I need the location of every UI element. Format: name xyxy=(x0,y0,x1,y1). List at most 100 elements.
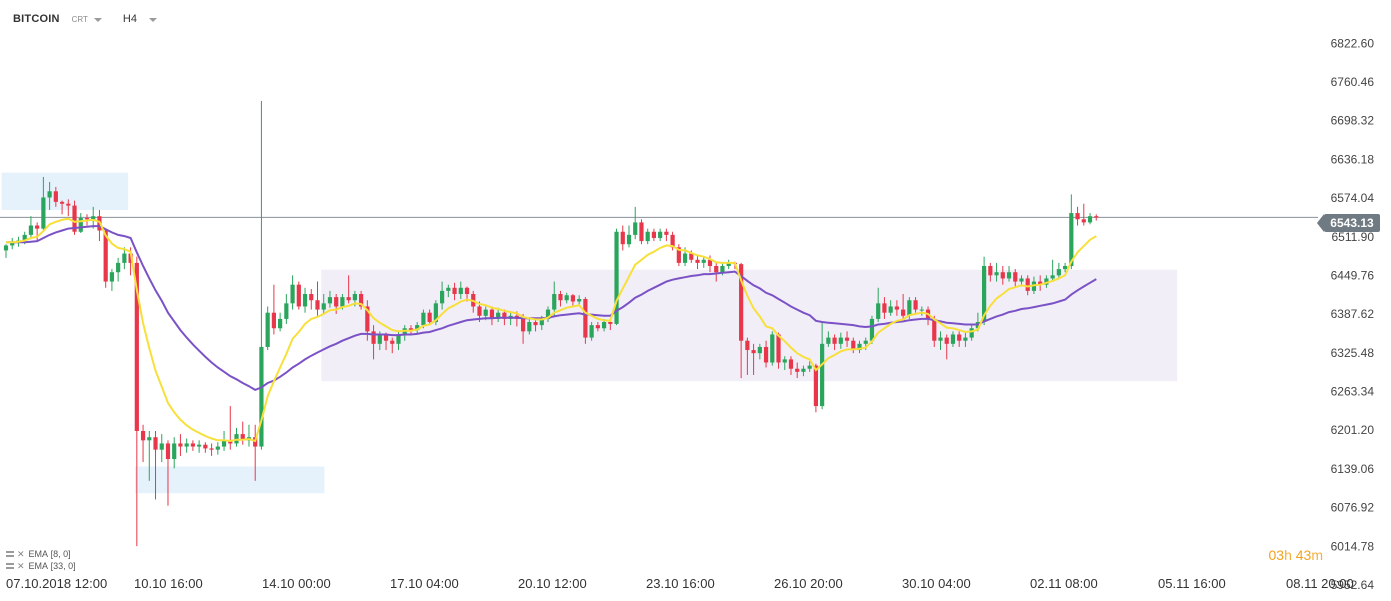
candle xyxy=(901,294,906,323)
legend-item-ema-slow[interactable]: ✕ EMA [33, 0] xyxy=(6,560,76,572)
legend-params: [8, 0] xyxy=(50,549,71,559)
candle-body xyxy=(982,265,987,323)
candle xyxy=(28,216,34,240)
candle-body xyxy=(745,340,750,351)
candle xyxy=(844,331,850,347)
x-tick-label: 08.11 20:00 xyxy=(1286,576,1354,591)
candle xyxy=(1069,194,1074,270)
candle xyxy=(278,312,283,332)
candle xyxy=(458,281,463,299)
timeframe-dropdown[interactable]: H4 xyxy=(102,13,157,25)
candle-body xyxy=(53,191,58,202)
candle xyxy=(1050,259,1055,282)
candle-body xyxy=(944,337,949,344)
candle xyxy=(271,284,276,335)
settings-icon[interactable] xyxy=(6,551,14,557)
candle-body xyxy=(147,437,152,441)
candle xyxy=(533,318,538,332)
candle-body xyxy=(782,359,787,363)
candle xyxy=(894,300,899,316)
candle-body xyxy=(109,272,115,282)
candle xyxy=(190,440,195,451)
candle xyxy=(1013,269,1018,288)
candle xyxy=(938,331,943,351)
candle xyxy=(390,337,395,354)
candle xyxy=(714,262,719,282)
candle-body xyxy=(440,290,445,304)
candle xyxy=(290,275,295,310)
candle xyxy=(446,284,451,298)
candle-body xyxy=(714,265,719,273)
candle xyxy=(134,256,139,547)
candle xyxy=(776,332,781,369)
symbol-name: BITCOIN xyxy=(13,13,60,25)
candle-body xyxy=(838,337,843,344)
candle xyxy=(284,294,289,324)
y-tick-label: 6574.04 xyxy=(1331,191,1375,205)
candle-body xyxy=(321,303,326,310)
candle xyxy=(876,287,881,323)
candle-body xyxy=(197,444,202,447)
candle xyxy=(327,290,333,308)
candle-body xyxy=(309,294,314,301)
candle xyxy=(832,334,837,351)
candle-body xyxy=(552,294,557,310)
candle xyxy=(371,325,376,360)
candle xyxy=(676,244,681,266)
x-tick-label: 10.10 16:00 xyxy=(134,576,203,591)
candle-body xyxy=(701,259,706,263)
candle-body xyxy=(178,443,183,447)
legend-item-ema-fast[interactable]: ✕ EMA [8, 0] xyxy=(6,548,76,560)
settings-icon[interactable] xyxy=(6,563,14,569)
candle-body xyxy=(346,297,351,301)
candle xyxy=(857,340,862,354)
candle xyxy=(10,237,15,250)
close-icon[interactable]: ✕ xyxy=(17,549,25,559)
candle xyxy=(988,262,993,282)
candle xyxy=(1063,262,1068,273)
candle xyxy=(583,297,588,344)
candle-body xyxy=(795,368,800,372)
candle-body xyxy=(327,297,333,304)
candle-body xyxy=(153,437,158,450)
candle xyxy=(203,442,208,453)
candle-body xyxy=(595,325,600,329)
x-tick-label: 26.10 20:00 xyxy=(774,576,843,591)
candle-body xyxy=(882,303,887,313)
candle xyxy=(296,281,301,310)
candle-body xyxy=(28,225,34,235)
candle-body xyxy=(950,334,956,344)
candle-body xyxy=(888,306,893,313)
candle-body xyxy=(919,309,924,311)
candle-body xyxy=(876,303,881,319)
candle-body xyxy=(751,350,756,354)
candle xyxy=(1025,275,1030,296)
candle-body xyxy=(203,444,208,449)
candle xyxy=(302,287,308,313)
close-icon[interactable]: ✕ xyxy=(17,561,25,571)
candle-body xyxy=(1056,269,1061,276)
candle xyxy=(496,307,501,323)
candle-body xyxy=(1000,272,1005,279)
candle xyxy=(122,247,127,270)
candle xyxy=(826,331,831,347)
candle-body xyxy=(134,262,139,431)
candle-body xyxy=(421,312,426,326)
candle xyxy=(913,297,918,313)
candle-body xyxy=(676,247,681,263)
symbol-dropdown[interactable]: CRT xyxy=(60,15,102,24)
candle-body xyxy=(140,430,146,441)
candle xyxy=(626,225,632,248)
candle-body xyxy=(240,434,245,441)
candle-body xyxy=(408,328,414,331)
candle xyxy=(651,228,657,242)
y-tick-label: 6698.32 xyxy=(1331,114,1375,128)
candle-body xyxy=(334,297,339,307)
candle-body xyxy=(159,443,164,450)
candle xyxy=(763,340,769,368)
candle-body xyxy=(963,337,968,341)
symbol-sub-label: CRT xyxy=(71,14,88,24)
candle xyxy=(963,331,968,347)
candle-body xyxy=(645,231,650,242)
